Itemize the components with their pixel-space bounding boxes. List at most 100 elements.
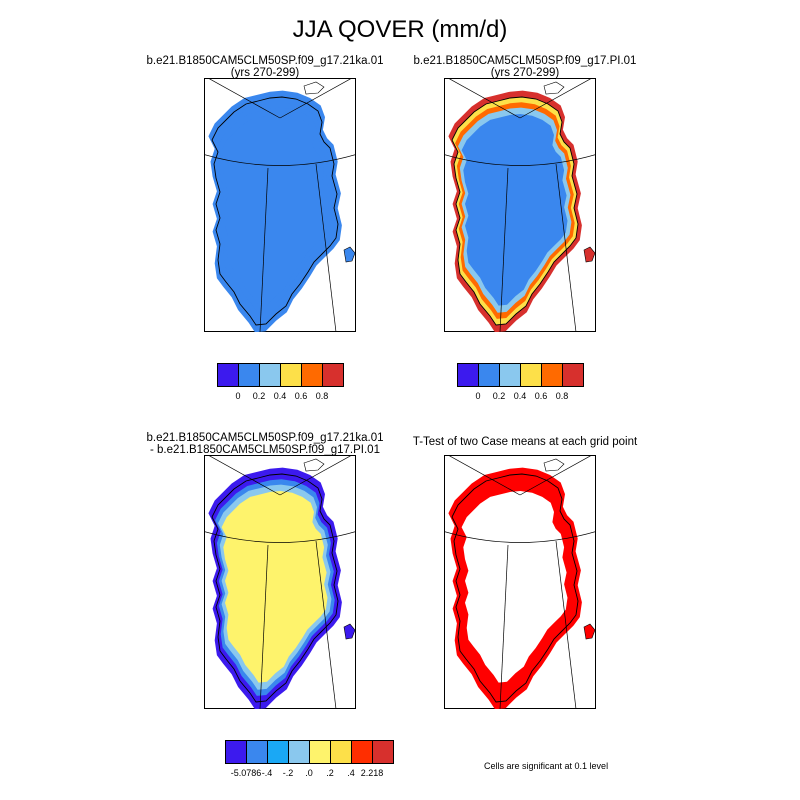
latitude-line	[444, 531, 596, 543]
panel-title-diff-line1: b.e21.B1850CAM5CLM50SP.f09_g17.21ka.01	[146, 432, 384, 444]
labelbar-box	[372, 740, 394, 764]
labelbar-box	[288, 740, 310, 764]
labelbar-box	[301, 363, 323, 387]
labelbar-tick-label: 0.4	[513, 391, 527, 401]
labelbar-box	[309, 740, 331, 764]
meridian-line	[555, 163, 577, 332]
labelbar-box	[499, 363, 521, 387]
coastline	[451, 473, 579, 703]
map-panel-ttest	[444, 455, 596, 709]
interior-fill	[461, 114, 568, 306]
panel-title-ttest-line1: T-Test of two Case means at each grid po…	[412, 436, 638, 448]
meridian-line	[259, 167, 269, 332]
labelbar-tick-label: -.4	[261, 768, 273, 778]
latitude-line	[204, 531, 356, 543]
island	[583, 623, 596, 640]
labelbar-box	[520, 363, 542, 387]
labelbar-box	[351, 740, 373, 764]
labelbar-box	[217, 363, 239, 387]
map-svg	[444, 455, 596, 709]
island	[543, 81, 565, 95]
labelbar-box	[280, 363, 302, 387]
labelbar-box	[225, 740, 247, 764]
panel-title-ka-line2: (yrs 270-299)	[230, 67, 300, 79]
latitude-line	[444, 154, 596, 166]
island	[343, 246, 356, 263]
meridian-line	[499, 167, 509, 332]
map-panel-pi	[444, 78, 596, 332]
meridian-line	[207, 78, 281, 119]
significance-note: Cells are significant at 0.1 level	[484, 761, 609, 771]
meridian-line	[279, 78, 353, 119]
labelbar-tick-label: -.2	[282, 768, 294, 778]
figure-title: JJA QOVER (mm/d)	[292, 16, 508, 43]
labelbar-tick-label: 2.218	[360, 768, 384, 778]
latitude-line	[204, 154, 356, 166]
meridian-line	[447, 455, 521, 496]
labelbar-box	[259, 363, 281, 387]
island	[543, 458, 565, 472]
meridian-line	[279, 455, 353, 496]
labelbar-box	[457, 363, 479, 387]
labelbar-tick-label: .2	[326, 768, 334, 778]
panel-title-ttest: T-Test of two Case means at each grid po…	[400, 436, 650, 448]
labelbar-tick-label: .4	[347, 768, 355, 778]
labelbar-box	[238, 363, 260, 387]
meridian-line	[315, 540, 337, 709]
labelbar-tick-label: -5.0786	[230, 768, 262, 778]
coastline	[211, 473, 339, 703]
island	[303, 81, 325, 95]
labelbar-box	[478, 363, 500, 387]
map-svg	[444, 78, 596, 332]
panel-title-ka-line1: b.e21.B1850CAM5CLM50SP.f09_g17.21ka.01	[146, 55, 384, 67]
coastline	[451, 96, 579, 326]
labelbar-tick-label: 0.8	[555, 391, 569, 401]
labelbar-ka: 0 0.2 0.4 0.6 0.8	[217, 363, 344, 401]
interior-fill	[461, 491, 568, 683]
meridian-line	[499, 544, 509, 709]
interior-fill	[221, 114, 328, 306]
labelbar-tick-label: 0.4	[273, 391, 287, 401]
panel-title-pi-line1: b.e21.B1850CAM5CLM50SP.f09_g17.PI.01	[413, 55, 637, 67]
map-svg	[204, 78, 356, 332]
map-svg	[204, 455, 356, 709]
labelbar-tick-label: 0	[235, 391, 241, 401]
interior-fill	[221, 491, 328, 683]
labelbar-box	[562, 363, 584, 387]
labelbar-box	[330, 740, 352, 764]
labelbar-tick-label: 0.2	[252, 391, 266, 401]
meridian-line	[519, 455, 593, 496]
labelbar-svg	[225, 740, 394, 764]
map-panel-diff	[204, 455, 356, 709]
meridian-line	[207, 455, 281, 496]
panel-title-diff-line2: - b.e21.B1850CAM5CLM50SP.f09_g17.PI.01	[150, 444, 380, 456]
labelbar-tick-label: 0.8	[315, 391, 329, 401]
labelbar-diff: -5.0786 -.4 -.2 .0 .2 .4 2.218	[225, 740, 394, 778]
panel-title-pi: b.e21.B1850CAM5CLM50SP.f09_g17.PI.01 (yr…	[400, 55, 650, 79]
labelbar-svg	[217, 363, 344, 387]
island	[303, 458, 325, 472]
panel-title-pi-line2: (yrs 270-299)	[490, 67, 560, 79]
meridian-line	[447, 78, 521, 119]
coastline	[211, 96, 339, 326]
meridian-line	[555, 540, 577, 709]
labelbar-pi: 0 0.2 0.4 0.6 0.8	[457, 363, 584, 401]
labelbar-tick-label: 0.6	[294, 391, 308, 401]
island	[343, 623, 356, 640]
labelbar-box	[246, 740, 268, 764]
meridian-line	[315, 163, 337, 332]
meridian-line	[259, 544, 269, 709]
panel-title-diff: b.e21.B1850CAM5CLM50SP.f09_g17.21ka.01 -…	[140, 432, 390, 456]
labelbar-box	[541, 363, 563, 387]
labelbar-svg	[457, 363, 584, 387]
island	[583, 246, 596, 263]
labelbar-tick-label: 0.6	[534, 391, 548, 401]
meridian-line	[519, 78, 593, 119]
panel-title-ka: b.e21.B1850CAM5CLM50SP.f09_g17.21ka.01 (…	[140, 55, 390, 79]
labelbar-tick-label: 0	[475, 391, 481, 401]
labelbar-box	[267, 740, 289, 764]
labelbar-box	[322, 363, 344, 387]
labelbar-tick-label: .0	[305, 768, 313, 778]
map-panel-ka	[204, 78, 356, 332]
labelbar-tick-label: 0.2	[492, 391, 506, 401]
